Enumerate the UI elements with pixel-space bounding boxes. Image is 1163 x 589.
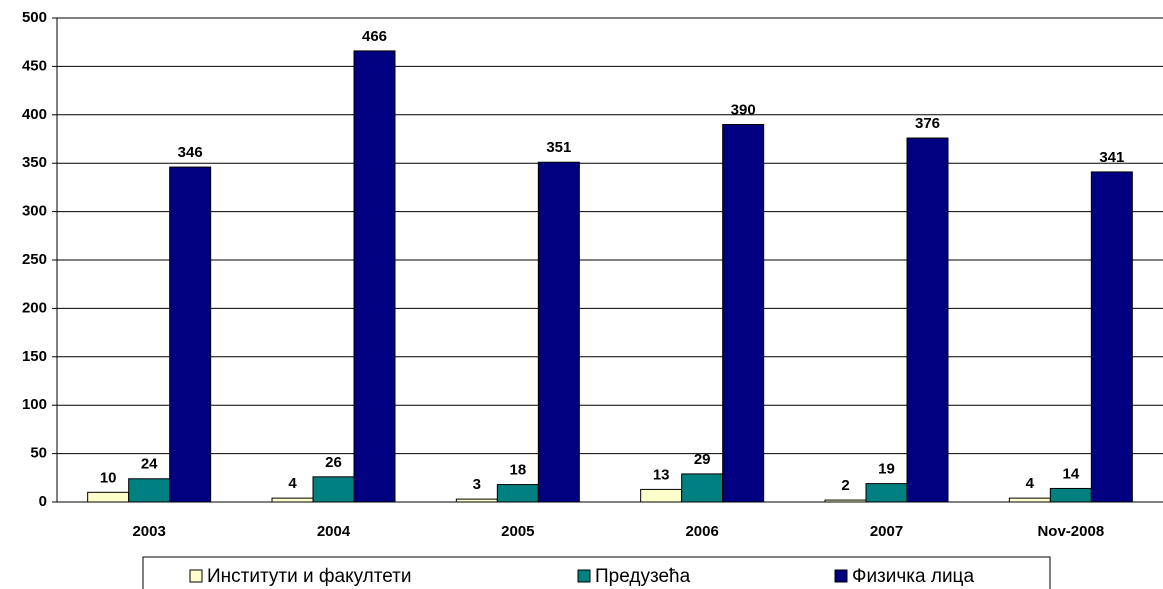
- x-tick-label: 2006: [685, 523, 718, 540]
- data-label: 14: [1062, 465, 1079, 482]
- y-tick-label: 500: [22, 9, 47, 26]
- bar: [496, 484, 539, 503]
- bar: [87, 491, 130, 503]
- x-tick-label: Nov-2008: [1037, 523, 1104, 540]
- bar: [537, 161, 580, 503]
- legend-swatch: [189, 569, 203, 583]
- bar: [906, 137, 949, 503]
- bar: [1008, 497, 1051, 503]
- data-label: 390: [731, 101, 756, 118]
- x-tick-label: 2007: [870, 523, 903, 540]
- legend-label: Предузећа: [595, 566, 691, 587]
- y-tick-label: 400: [22, 106, 47, 123]
- y-tick-label: 0: [39, 493, 47, 510]
- x-tick-label: 2004: [317, 523, 351, 540]
- data-label: 351: [546, 139, 571, 156]
- legend-box: [142, 556, 1051, 589]
- bar: [681, 473, 724, 503]
- data-label: 341: [1099, 149, 1124, 166]
- x-tick-label: 2003: [132, 523, 165, 540]
- data-label: 4: [288, 475, 297, 492]
- y-tick-label: 450: [22, 57, 47, 74]
- y-tick-label: 350: [22, 154, 47, 171]
- y-tick-label: 50: [30, 445, 47, 462]
- data-label: 29: [694, 451, 711, 468]
- bar: [353, 50, 396, 503]
- data-label: 2: [841, 477, 849, 494]
- data-label: 19: [878, 461, 895, 478]
- bar: [640, 488, 683, 503]
- y-tick-label: 100: [22, 396, 47, 413]
- data-label: 3: [473, 476, 481, 493]
- legend-swatch: [577, 569, 591, 583]
- bar: [169, 166, 212, 503]
- y-tick-label: 200: [22, 299, 47, 316]
- data-label: 26: [325, 454, 342, 471]
- legend-label: Институти и факултети: [207, 566, 412, 587]
- y-tick-label: 250: [22, 251, 47, 268]
- bar: [1090, 171, 1133, 503]
- data-label: 13: [653, 466, 670, 483]
- bar: [1049, 487, 1092, 503]
- data-label: 18: [509, 462, 526, 479]
- bar: [312, 476, 355, 503]
- bar: [271, 497, 314, 503]
- y-tick-label: 150: [22, 348, 47, 365]
- data-label: 376: [915, 115, 940, 132]
- bar: [722, 123, 765, 503]
- data-label: 24: [141, 456, 158, 473]
- bar: [865, 483, 908, 503]
- legend-label: Физичка лица: [852, 566, 974, 587]
- data-label: 4: [1026, 475, 1035, 492]
- data-label: 10: [100, 469, 117, 486]
- y-tick-label: 300: [22, 203, 47, 220]
- data-label: 346: [178, 144, 203, 161]
- bar: [128, 478, 171, 503]
- bar: [455, 498, 498, 503]
- data-label: 466: [362, 28, 387, 45]
- x-tick-label: 2005: [501, 523, 534, 540]
- bar: [824, 499, 867, 503]
- legend-swatch: [834, 569, 848, 583]
